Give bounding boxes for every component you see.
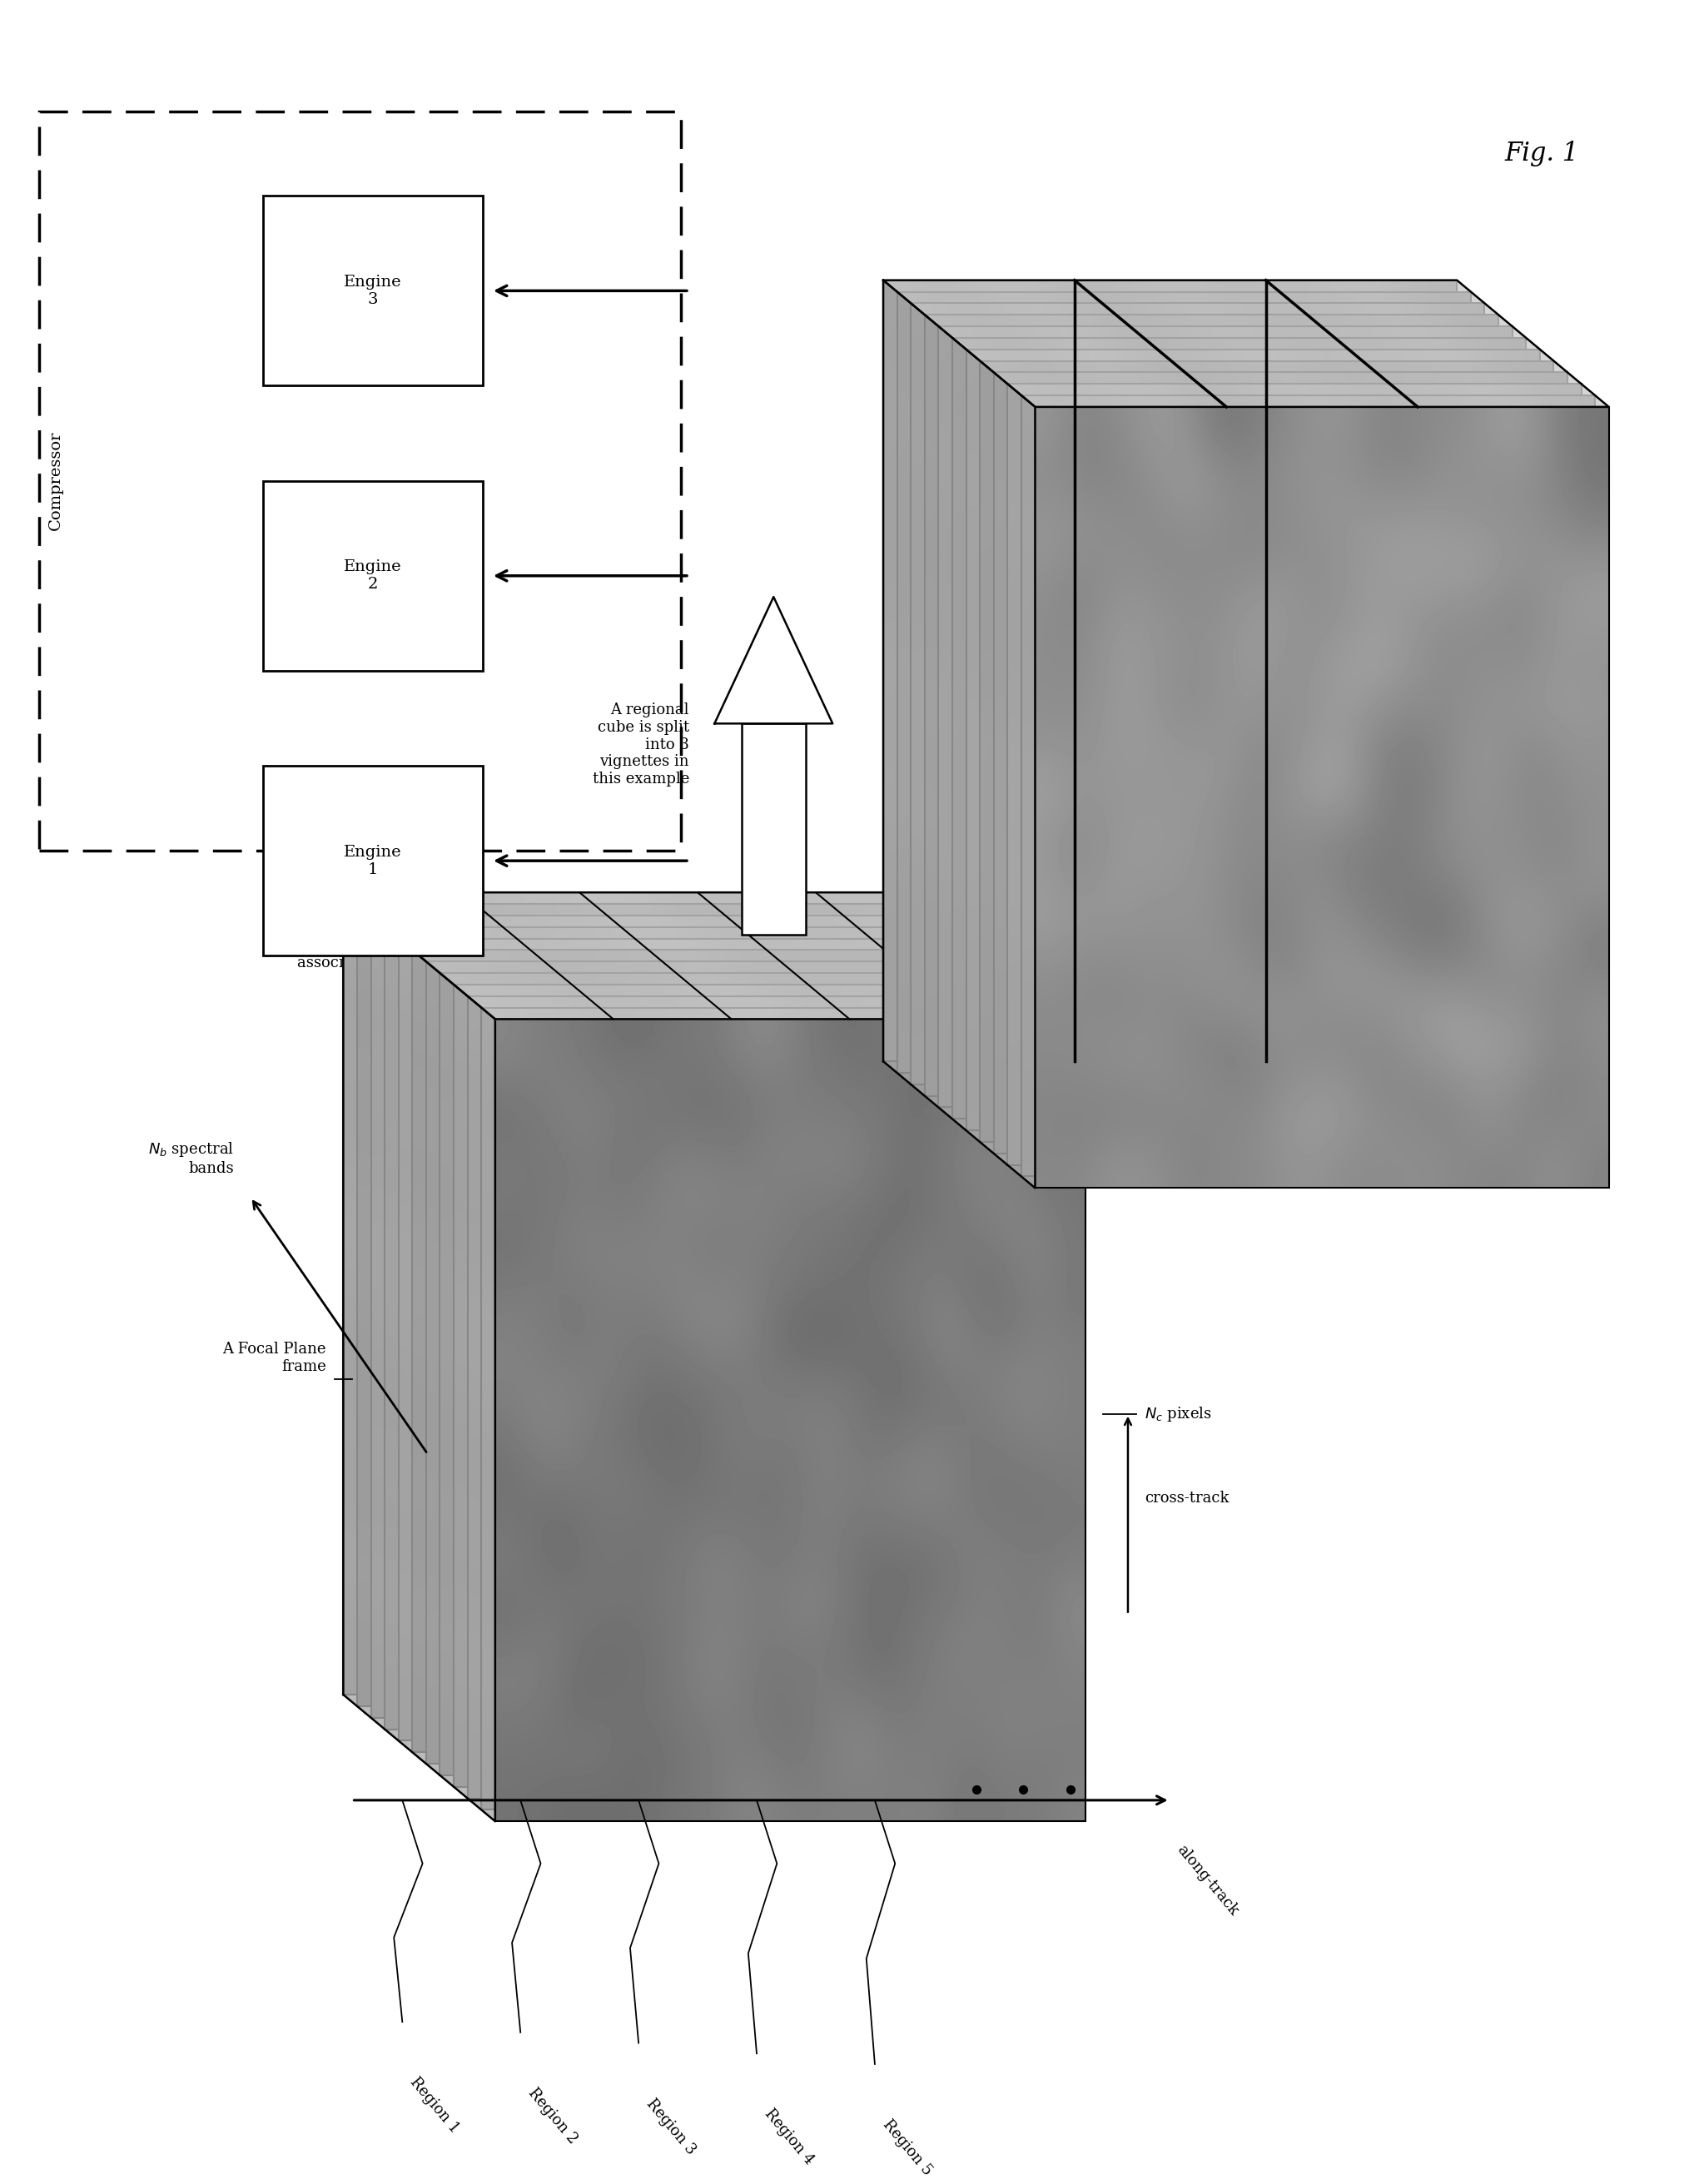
Text: $N_c$ pixels: $N_c$ pixels <box>1145 1404 1211 1424</box>
Bar <box>263 197 483 387</box>
Text: Engine
2: Engine 2 <box>343 559 403 592</box>
Polygon shape <box>883 280 1035 1188</box>
Bar <box>994 371 1568 1153</box>
Bar <box>924 314 1499 1096</box>
Bar <box>1035 406 1609 1188</box>
Bar <box>481 1007 1072 1811</box>
Bar <box>370 915 962 1717</box>
Text: along-track: along-track <box>1174 1843 1240 1918</box>
Bar <box>897 293 1471 1072</box>
Bar <box>467 996 1058 1797</box>
Bar <box>370 915 962 1717</box>
Bar <box>1035 406 1609 1188</box>
Bar <box>938 325 1512 1107</box>
Bar <box>399 939 989 1741</box>
Polygon shape <box>715 596 833 723</box>
Bar <box>384 926 975 1730</box>
Bar <box>951 339 1526 1118</box>
Bar <box>399 939 989 1741</box>
Bar <box>263 767 483 957</box>
Text: A regional
cube is split
into 3
vignettes in
this example: A regional cube is split into 3 vignette… <box>593 703 690 786</box>
Bar <box>924 314 1499 1096</box>
Bar <box>426 961 1016 1765</box>
Bar <box>426 961 1016 1765</box>
Bar <box>980 360 1553 1142</box>
Polygon shape <box>883 280 1609 406</box>
Bar <box>980 360 1553 1142</box>
Text: A Focal Plane
frame: A Focal Plane frame <box>223 1341 326 1374</box>
Bar <box>440 974 1031 1776</box>
Text: cross-track: cross-track <box>1145 1492 1230 1505</box>
Text: Engine
3: Engine 3 <box>343 275 403 308</box>
Bar <box>357 904 948 1706</box>
Bar <box>883 280 1458 1061</box>
Bar <box>384 926 975 1730</box>
Bar <box>494 1020 1086 1821</box>
Bar <box>467 996 1058 1797</box>
Text: Region 3: Region 3 <box>644 2097 698 2158</box>
Bar <box>481 1007 1072 1811</box>
Text: Compressor: Compressor <box>48 430 63 531</box>
Polygon shape <box>343 893 494 1821</box>
Text: Region 4: Region 4 <box>761 2105 817 2169</box>
Bar <box>1008 384 1582 1164</box>
Text: $N_b$ spectral
bands: $N_b$ spectral bands <box>148 1140 233 1177</box>
Bar <box>357 904 948 1706</box>
Bar <box>1021 395 1595 1177</box>
Text: Fig. 1: Fig. 1 <box>1504 140 1578 166</box>
Bar <box>343 893 934 1695</box>
Bar <box>994 371 1568 1153</box>
Bar <box>413 950 1002 1752</box>
Bar <box>440 974 1031 1776</box>
Text: Parallel Compression
Engines (CEs)
A vignette is
associated with a CE: Parallel Compression Engines (CEs) A vig… <box>296 902 459 970</box>
Bar <box>454 985 1045 1787</box>
Bar <box>911 304 1485 1083</box>
Bar <box>1008 384 1582 1164</box>
Bar <box>911 304 1485 1083</box>
Bar <box>454 985 1045 1787</box>
Bar <box>967 349 1539 1131</box>
Bar <box>494 1020 1086 1821</box>
Bar <box>1021 395 1595 1177</box>
Text: Region 5: Region 5 <box>880 2116 934 2177</box>
Bar <box>938 325 1512 1107</box>
Text: Engine
1: Engine 1 <box>343 845 403 878</box>
Text: Region 1: Region 1 <box>408 2075 462 2136</box>
Bar <box>413 950 1002 1752</box>
Bar <box>263 480 483 670</box>
Bar <box>883 280 1458 1061</box>
Bar <box>897 293 1471 1072</box>
Polygon shape <box>343 893 1086 1020</box>
Text: Region 2: Region 2 <box>525 2086 581 2147</box>
Bar <box>39 111 681 850</box>
Bar <box>741 723 805 935</box>
Bar <box>967 349 1539 1131</box>
Bar <box>951 339 1526 1118</box>
Bar <box>343 893 934 1695</box>
